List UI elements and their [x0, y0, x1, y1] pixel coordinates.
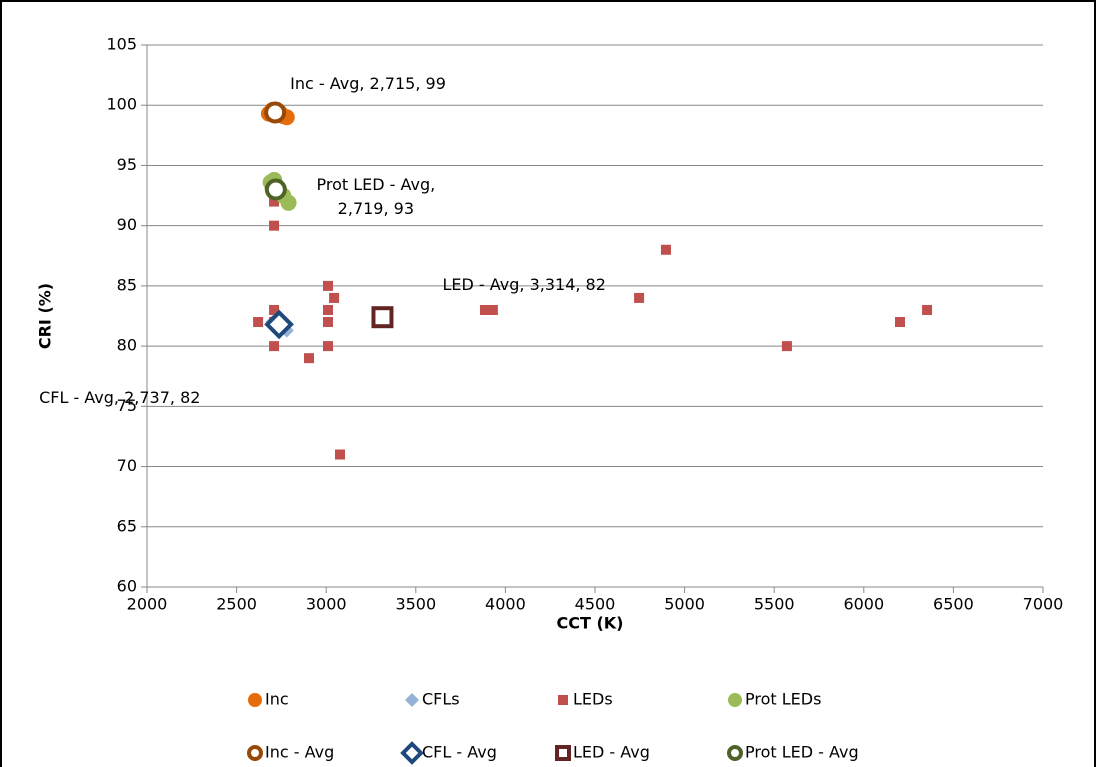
x-tick-label: 2500	[216, 595, 257, 614]
point	[371, 306, 394, 329]
point	[329, 292, 340, 303]
y-tick-label: 65	[117, 516, 137, 535]
point	[894, 317, 905, 328]
legend-marker	[558, 695, 568, 705]
point	[322, 341, 333, 352]
x-tick-label: 3000	[306, 595, 347, 614]
data-label: Inc - Avg, 2,715, 99	[290, 74, 446, 94]
x-tick-label: 3500	[395, 595, 436, 614]
legend-label: Prot LEDs	[745, 690, 821, 709]
y-tick-label: 90	[117, 215, 137, 234]
y-tick-label: 75	[117, 396, 137, 415]
legend-label: LEDs	[573, 690, 613, 709]
data-label: LED - Avg, 3,314, 82	[442, 275, 606, 295]
legend-label: CFL - Avg	[422, 743, 497, 762]
data-label: Prot LED - Avg, 2,719, 93	[316, 174, 436, 218]
point	[253, 317, 264, 328]
y-tick-label: 100	[106, 95, 137, 114]
point	[303, 353, 314, 364]
y-tick-label: 95	[117, 155, 137, 174]
y-tick-label: 70	[117, 456, 137, 475]
x-axis-title: CCT (K)	[557, 614, 624, 633]
point	[487, 304, 498, 315]
x-tick-label: 7000	[1023, 595, 1064, 614]
x-tick-label: 6500	[933, 595, 974, 614]
point	[269, 304, 280, 315]
x-tick-label: 4000	[485, 595, 526, 614]
legend-marker	[728, 693, 742, 707]
point	[269, 196, 280, 207]
point	[264, 309, 294, 340]
y-axis-title: CRI (%)	[36, 283, 55, 349]
y-tick-label: 105	[106, 35, 137, 54]
legend-marker	[405, 693, 419, 707]
point	[322, 280, 333, 291]
legend-label: Inc - Avg	[265, 743, 334, 762]
legend-marker	[247, 745, 263, 761]
legend-marker	[555, 745, 571, 761]
point	[781, 341, 792, 352]
point	[264, 178, 287, 201]
y-tick-label: 80	[117, 336, 137, 355]
x-tick-label: 5000	[664, 595, 705, 614]
legend-marker	[248, 693, 262, 707]
point	[280, 194, 297, 211]
point	[922, 304, 933, 315]
legend-marker	[400, 741, 424, 765]
y-tick-label: 85	[117, 275, 137, 294]
x-tick-label: 6000	[843, 595, 884, 614]
point	[264, 101, 287, 124]
y-tick-label: 60	[117, 577, 137, 596]
legend-label: Inc	[265, 690, 289, 709]
x-tick-label: 5500	[754, 595, 795, 614]
point	[634, 292, 645, 303]
legend-label: CFLs	[422, 690, 460, 709]
point	[322, 304, 333, 315]
point	[660, 244, 671, 255]
legend-marker	[727, 745, 743, 761]
point	[269, 341, 280, 352]
x-tick-label: 2000	[127, 595, 168, 614]
legend-label: Prot LED - Avg	[745, 743, 859, 762]
point	[269, 220, 280, 231]
x-tick-label: 4500	[575, 595, 616, 614]
legend-label: LED - Avg	[573, 743, 650, 762]
point	[322, 317, 333, 328]
point	[479, 304, 490, 315]
point	[334, 449, 345, 460]
data-label: CFL - Avg, 2,737, 82	[39, 388, 201, 408]
